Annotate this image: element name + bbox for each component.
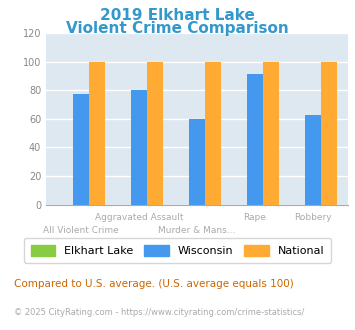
Text: Violent Crime Comparison: Violent Crime Comparison xyxy=(66,21,289,36)
Bar xyxy=(321,62,338,205)
Text: Compared to U.S. average. (U.S. average equals 100): Compared to U.S. average. (U.S. average … xyxy=(14,279,294,289)
Text: Robbery: Robbery xyxy=(294,213,332,222)
Text: © 2025 CityRating.com - https://www.cityrating.com/crime-statistics/: © 2025 CityRating.com - https://www.city… xyxy=(14,308,305,316)
Bar xyxy=(205,62,222,205)
Bar xyxy=(147,62,163,205)
Bar xyxy=(131,90,147,205)
Text: Aggravated Assault: Aggravated Assault xyxy=(95,213,183,222)
Text: Murder & Mans...: Murder & Mans... xyxy=(158,226,236,235)
Bar xyxy=(89,62,105,205)
Legend: Elkhart Lake, Wisconsin, National: Elkhart Lake, Wisconsin, National xyxy=(24,238,331,263)
Text: 2019 Elkhart Lake: 2019 Elkhart Lake xyxy=(100,8,255,23)
Bar xyxy=(305,115,321,205)
Bar xyxy=(73,94,89,205)
Bar xyxy=(247,75,263,205)
Bar xyxy=(189,119,205,205)
Text: All Violent Crime: All Violent Crime xyxy=(43,226,119,235)
Text: Rape: Rape xyxy=(244,213,267,222)
Bar xyxy=(263,62,279,205)
